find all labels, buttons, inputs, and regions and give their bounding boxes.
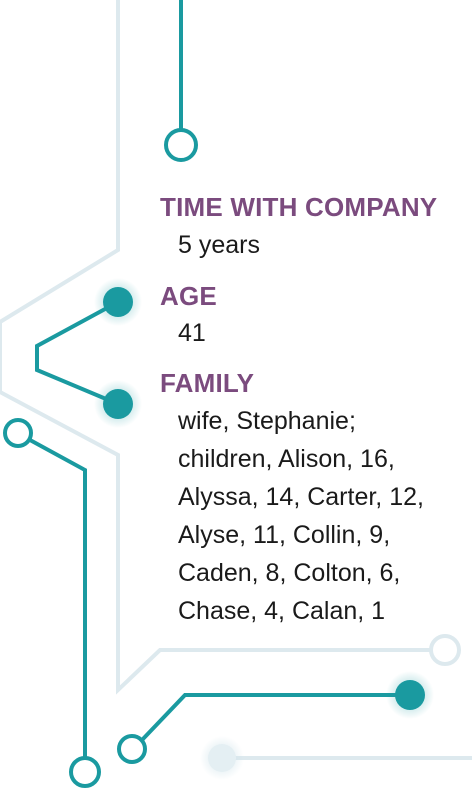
family-line: Chase, 4, Calan, 1 [178, 597, 386, 625]
time-with-company-value: 5 years [178, 231, 260, 259]
node-light-right [429, 634, 461, 666]
node-light-bottom [208, 744, 236, 772]
trace-light-left [0, 0, 120, 324]
time-with-company-label: TIME WITH COMPANY [160, 192, 438, 222]
family-line: Alyssa, 14, Carter, 12, [178, 483, 424, 511]
node-teal-bottom-left [69, 756, 101, 788]
family-line: wife, Stephanie; [178, 407, 356, 435]
age-label: AGE [160, 281, 217, 311]
family-value: wife, Stephanie; children, Alison, 16, A… [160, 406, 424, 634]
family-line: children, Alison, 16, [178, 445, 395, 473]
trace-light-mid [0, 322, 430, 695]
node-teal-left [3, 418, 33, 448]
trace-teal-left [29, 438, 87, 758]
family-line: Caden, 8, Colton, 6, [178, 559, 401, 587]
node-teal-lower [103, 389, 133, 419]
trace-teal-bottom [140, 693, 400, 742]
node-teal-bottom-mid [117, 734, 147, 764]
node-teal-top [164, 128, 198, 162]
age-value: 41 [178, 319, 206, 347]
node-teal-right [395, 680, 425, 710]
trace-teal-bracket [35, 300, 119, 406]
family-label: FAMILY [160, 368, 255, 398]
family-line: Alyse, 11, Collin, 9, [178, 521, 391, 549]
node-teal-upper [103, 287, 133, 317]
